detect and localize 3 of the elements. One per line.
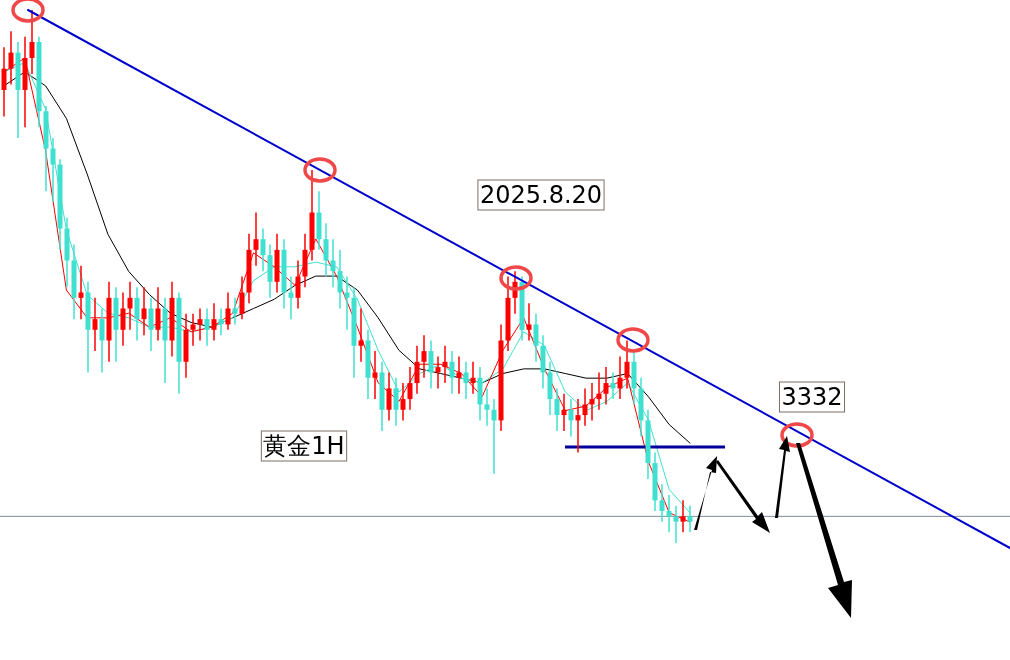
annotation: 2025.8.20 xyxy=(479,181,603,209)
annotation: 3332 xyxy=(781,383,843,411)
annotation: 黄金1H xyxy=(263,432,345,460)
